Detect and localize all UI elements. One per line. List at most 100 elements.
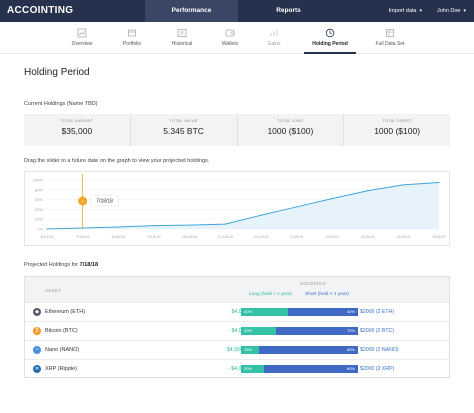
short-percent: 70% bbox=[346, 328, 355, 333]
data-point bbox=[367, 190, 369, 192]
slider-handle[interactable] bbox=[78, 196, 88, 206]
table-row[interactable]: ✕XRP (Ripple)- $4,000 (4 XRP)20%80%$2000… bbox=[25, 359, 449, 378]
gains-icon bbox=[270, 29, 278, 36]
import-data-label: Import data bbox=[388, 8, 417, 14]
page-title: Holding Period bbox=[24, 67, 90, 78]
stat-value: $35,000 bbox=[61, 126, 93, 136]
tab-label: Overview bbox=[71, 41, 93, 47]
header-short: Short (held < 1 year) bbox=[305, 292, 349, 297]
table-row[interactable]: ~Nano (NANO)$4,000 (4 NANO)15%85%$2000 (… bbox=[25, 340, 449, 359]
x-tick-label: 12/18/18 bbox=[253, 234, 269, 239]
short-amount: $2000 (2 XRP) bbox=[360, 366, 395, 372]
projected-holdings-label: Projected Holdings for 7/18/18 bbox=[24, 262, 98, 268]
projected-holdings-table: ASSET HOLDINGS Long (held > 1 year) Shor… bbox=[24, 276, 450, 378]
user-name: John Doe bbox=[436, 8, 461, 14]
stat-total-amount: TOTAL AMOUNT $35,000 bbox=[24, 114, 131, 146]
table-row[interactable]: ₿Bitcoin (BTC)- $4,000 (4 BTC)30%70%$200… bbox=[25, 321, 449, 340]
asset-name: XRP (Ripple) bbox=[45, 366, 77, 372]
user-menu[interactable]: John Doe ▾ bbox=[437, 0, 466, 22]
stat-value: 1000 ($100) bbox=[374, 126, 421, 136]
tab-wallets[interactable]: Wallets bbox=[212, 22, 248, 54]
asset-name: Bitcoin (BTC) bbox=[45, 328, 78, 334]
long-bar bbox=[241, 308, 288, 316]
long-bar bbox=[241, 346, 259, 354]
stat-value: 1000 ($100) bbox=[267, 126, 314, 136]
holding-split-bar: 30% 70% bbox=[241, 327, 358, 335]
data-point bbox=[153, 224, 155, 227]
brand-logo[interactable]: ACCOINTING bbox=[7, 5, 74, 16]
stat-total-long: TOTAL LONG 1000 ($100) bbox=[238, 114, 345, 146]
short-bar bbox=[264, 365, 358, 373]
sub-navbar: Overview Portfolio Historical Wallets Ga… bbox=[0, 22, 474, 54]
tab-label: Portfolio bbox=[122, 41, 142, 47]
short-percent: 40% bbox=[346, 309, 355, 314]
holdings-stats: TOTAL AMOUNT $35,000 TOTAL VALUE 5.345 B… bbox=[24, 114, 450, 146]
overview-icon bbox=[77, 28, 87, 38]
short-bar bbox=[287, 308, 358, 316]
short-amount: $2000 (2 BTC) bbox=[360, 328, 395, 334]
import-data-menu[interactable]: Import data ▾ bbox=[389, 0, 422, 22]
nano-icon: ~ bbox=[33, 346, 41, 354]
short-percent: 85% bbox=[346, 347, 355, 352]
short-bar bbox=[276, 327, 358, 335]
data-point bbox=[438, 181, 440, 184]
tab-label: Wallets bbox=[221, 41, 239, 47]
tab-holding-period[interactable]: Holding Period bbox=[304, 22, 356, 54]
bitcoin-icon: ₿ bbox=[33, 327, 41, 335]
nav-tab-reports[interactable]: Reports bbox=[276, 7, 301, 14]
tab-portfolio[interactable]: Portfolio bbox=[112, 22, 152, 54]
nav-tab-performance[interactable]: Performance bbox=[145, 0, 238, 22]
chevron-down-icon: ▾ bbox=[463, 8, 466, 14]
x-tick-label: 9/18/18 bbox=[147, 234, 161, 239]
area-fill bbox=[47, 182, 439, 229]
header-long: Long (held > 1 year) bbox=[249, 292, 293, 297]
tab-label: Gains bbox=[267, 41, 281, 47]
wallets-icon bbox=[225, 29, 235, 37]
stat-label: TOTAL AMOUNT bbox=[60, 119, 94, 123]
dataset-icon bbox=[386, 29, 394, 37]
table-header: ASSET HOLDINGS Long (held > 1 year) Shor… bbox=[25, 277, 449, 302]
header-asset: ASSET bbox=[45, 288, 62, 293]
stat-label: TOTAL VALUE bbox=[169, 119, 198, 123]
table-row[interactable]: ◆Ethereum (ETH)$4,000 (4 ETH)40%40%$2000… bbox=[25, 302, 449, 321]
tab-label: Holding Period bbox=[312, 41, 348, 47]
tab-historical[interactable]: Historical bbox=[160, 22, 204, 54]
clock-icon bbox=[325, 28, 335, 38]
short-amount: $2000 (2 NANO) bbox=[360, 347, 399, 353]
data-point bbox=[188, 224, 191, 226]
y-tick-label: 100% bbox=[33, 178, 44, 183]
holding-chart-box: 100% 80% 60% 40% 20% 0% 6/14/18 7/18/18 8/18/18 9… bbox=[24, 171, 450, 246]
tab-label: Historical bbox=[171, 41, 193, 47]
x-tick-label: 5/18/19 bbox=[432, 234, 446, 239]
y-tick-label: 60% bbox=[35, 197, 43, 202]
chevron-down-icon: ▾ bbox=[419, 8, 422, 14]
short-amount: $2000 (2 ETH) bbox=[360, 309, 395, 315]
short-percent: 80% bbox=[346, 366, 355, 371]
holding-split-bar: 20% 80% bbox=[241, 365, 358, 373]
holding-split-bar: 15% 85% bbox=[241, 346, 358, 354]
x-tick-label: 4/18/19 bbox=[397, 234, 411, 239]
x-tick-label: 6/14/18 bbox=[40, 234, 54, 239]
slider-tooltip bbox=[90, 194, 119, 207]
tab-gains[interactable]: Gains bbox=[258, 22, 290, 54]
data-point bbox=[117, 226, 119, 228]
slider-hint: Drag the slider to a future date on the … bbox=[24, 158, 210, 164]
holding-period-chart[interactable]: 100% 80% 60% 40% 20% 0% 6/14/18 7/18/18 8/18/18 9… bbox=[25, 172, 449, 245]
x-tick-label: 3/18/19 bbox=[361, 234, 375, 239]
portfolio-icon bbox=[128, 29, 136, 37]
header-holdings: HOLDINGS bbox=[300, 281, 326, 286]
short-bar bbox=[258, 346, 358, 354]
data-point bbox=[295, 206, 298, 208]
historical-icon bbox=[177, 29, 187, 37]
tab-full-data-set[interactable]: Full Data Set bbox=[368, 22, 412, 54]
y-tick-label: 80% bbox=[35, 187, 43, 192]
long-percent: 30% bbox=[244, 328, 253, 333]
stat-label: TOTAL LONG bbox=[277, 119, 304, 123]
x-tick-label: 11/18/18 bbox=[218, 234, 234, 239]
holding-split-bar: 40% 40% bbox=[241, 308, 358, 316]
data-point bbox=[402, 184, 404, 186]
tab-overview[interactable]: Overview bbox=[62, 22, 102, 54]
y-tick-label: 20% bbox=[35, 217, 43, 222]
stat-total-value: TOTAL VALUE 5.345 BTC bbox=[131, 114, 238, 146]
long-percent: 20% bbox=[244, 366, 253, 371]
